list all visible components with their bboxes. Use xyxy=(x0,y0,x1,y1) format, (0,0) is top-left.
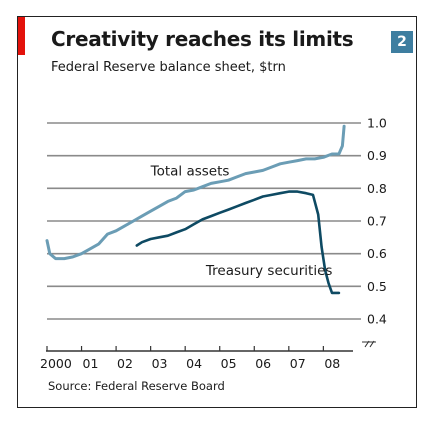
chart-frame: Creativity reaches its limits Federal Re… xyxy=(17,16,417,408)
y-tick-label: 0.9 xyxy=(367,148,387,163)
series-label-treasury-securities: Treasury securities xyxy=(205,263,333,279)
x-tick-label: 05 xyxy=(221,356,237,371)
chart-title: Creativity reaches its limits xyxy=(51,27,354,51)
series-line-treasury-securities xyxy=(135,190,341,295)
x-tick-label: 06 xyxy=(255,356,271,371)
x-tick-label: 04 xyxy=(186,356,202,371)
y-tick-label: 0.4 xyxy=(367,312,387,327)
chart-subtitle: Federal Reserve balance sheet, $trn xyxy=(51,60,286,75)
y-tick-label: 0.6 xyxy=(367,246,387,261)
source-note: Source: Federal Reserve Board xyxy=(48,379,225,393)
chart-number-badge: 2 xyxy=(391,31,413,53)
y-tick-label: 0.8 xyxy=(367,181,387,196)
x-tick-label: 03 xyxy=(152,356,168,371)
series-label-total-assets: Total assets xyxy=(150,163,230,179)
x-tick-label: 07 xyxy=(290,356,306,371)
x-tick-label: 2000 xyxy=(40,356,72,371)
accent-bar xyxy=(18,17,25,55)
x-tick-label: 02 xyxy=(117,356,133,371)
y-tick-label: 0.5 xyxy=(367,279,387,294)
x-tick-label: 01 xyxy=(83,356,99,371)
y-tick-label: 0.7 xyxy=(367,214,387,229)
x-tick-label: 08 xyxy=(324,356,340,371)
line-chart: 1.0 0.9 0.8 0.7 0.6 0.5 0.4 2000 01 02 03 04 05 06 07 0… xyxy=(40,116,387,372)
y-tick-label: 1.0 xyxy=(367,116,387,131)
axis-break-icon xyxy=(362,340,376,348)
series-line-total-assets xyxy=(45,124,346,261)
